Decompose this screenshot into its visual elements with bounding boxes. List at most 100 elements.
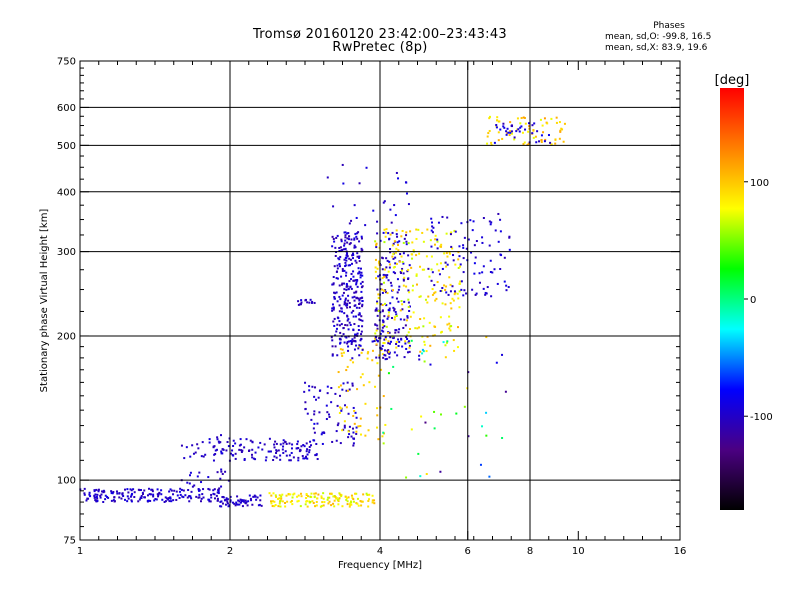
data-point (345, 274, 348, 277)
data-point (457, 297, 460, 300)
data-point (364, 434, 367, 437)
data-point (397, 331, 400, 334)
data-point (130, 499, 133, 502)
data-point (189, 471, 192, 474)
data-point (112, 490, 115, 493)
data-point (308, 451, 311, 454)
data-point (290, 451, 293, 454)
data-point (341, 505, 344, 508)
data-point (118, 496, 121, 499)
data-point (383, 241, 386, 244)
x-tick-label: 10 (572, 546, 585, 557)
data-point (382, 395, 385, 398)
data-point (275, 450, 278, 453)
data-point (522, 116, 525, 119)
data-point (358, 182, 361, 185)
data-point (148, 493, 151, 496)
data-point (357, 297, 360, 300)
data-point (340, 240, 343, 243)
data-point (343, 303, 346, 306)
data-point (300, 495, 303, 498)
data-point (356, 388, 359, 391)
data-point (291, 443, 294, 446)
data-point (439, 470, 442, 473)
data-point (349, 503, 352, 506)
data-point (519, 122, 522, 125)
data-point (351, 296, 354, 299)
data-point (346, 500, 349, 503)
data-point (364, 224, 367, 227)
data-point (452, 254, 455, 257)
data-point (385, 276, 388, 279)
data-point (352, 437, 355, 440)
data-point (395, 171, 398, 174)
data-point (453, 229, 456, 232)
data-point (213, 497, 216, 500)
data-point (385, 257, 388, 260)
data-point (554, 138, 557, 141)
data-point (284, 501, 287, 504)
data-point (217, 490, 220, 493)
data-point (448, 315, 451, 318)
data-point (250, 453, 253, 456)
data-point (333, 240, 336, 243)
data-point (339, 338, 342, 341)
data-point (381, 268, 384, 271)
phase-stats-x: mean, sd,X: 83.9, 19.6 (605, 43, 708, 53)
data-point (415, 237, 418, 240)
data-point (488, 115, 491, 118)
data-point (520, 117, 523, 120)
data-point (383, 338, 386, 341)
data-point (273, 443, 276, 446)
data-point (339, 442, 342, 445)
data-point (451, 247, 454, 250)
data-point (351, 382, 354, 385)
data-point (389, 248, 392, 251)
data-point (339, 246, 342, 249)
data-point (449, 233, 452, 236)
data-point (221, 472, 224, 475)
data-point (415, 273, 418, 276)
data-point (234, 442, 237, 445)
data-point (149, 499, 152, 502)
data-point (384, 235, 387, 238)
data-point (360, 315, 363, 318)
data-point (399, 318, 402, 321)
data-point (274, 504, 277, 507)
data-point (218, 487, 221, 490)
chart-subtitle: RwPretec (8p) (332, 40, 428, 55)
data-point (360, 351, 363, 354)
data-point (164, 496, 167, 499)
data-point (238, 448, 241, 451)
data-point (449, 329, 452, 332)
data-point (381, 277, 384, 280)
data-point (396, 241, 399, 244)
data-point (259, 499, 262, 502)
data-point (406, 334, 409, 337)
data-point (344, 261, 347, 264)
data-point (389, 208, 392, 211)
data-point (343, 242, 346, 245)
data-point (311, 500, 314, 503)
data-point (326, 411, 329, 414)
data-point (240, 451, 243, 454)
data-point (374, 270, 377, 273)
y-tick-label: 300 (57, 247, 76, 258)
data-point (197, 488, 200, 491)
data-point (121, 492, 124, 495)
data-point (444, 356, 447, 359)
data-point (315, 504, 318, 507)
data-point (474, 293, 477, 296)
data-point (394, 251, 397, 254)
data-point (437, 221, 440, 224)
data-point (239, 443, 242, 446)
data-point (348, 321, 351, 324)
data-point (101, 490, 104, 493)
data-point (393, 308, 396, 311)
data-point (383, 289, 386, 292)
data-point (351, 384, 354, 387)
data-point (334, 334, 337, 337)
data-point (345, 256, 348, 259)
data-point (431, 293, 434, 296)
data-point (251, 441, 254, 444)
